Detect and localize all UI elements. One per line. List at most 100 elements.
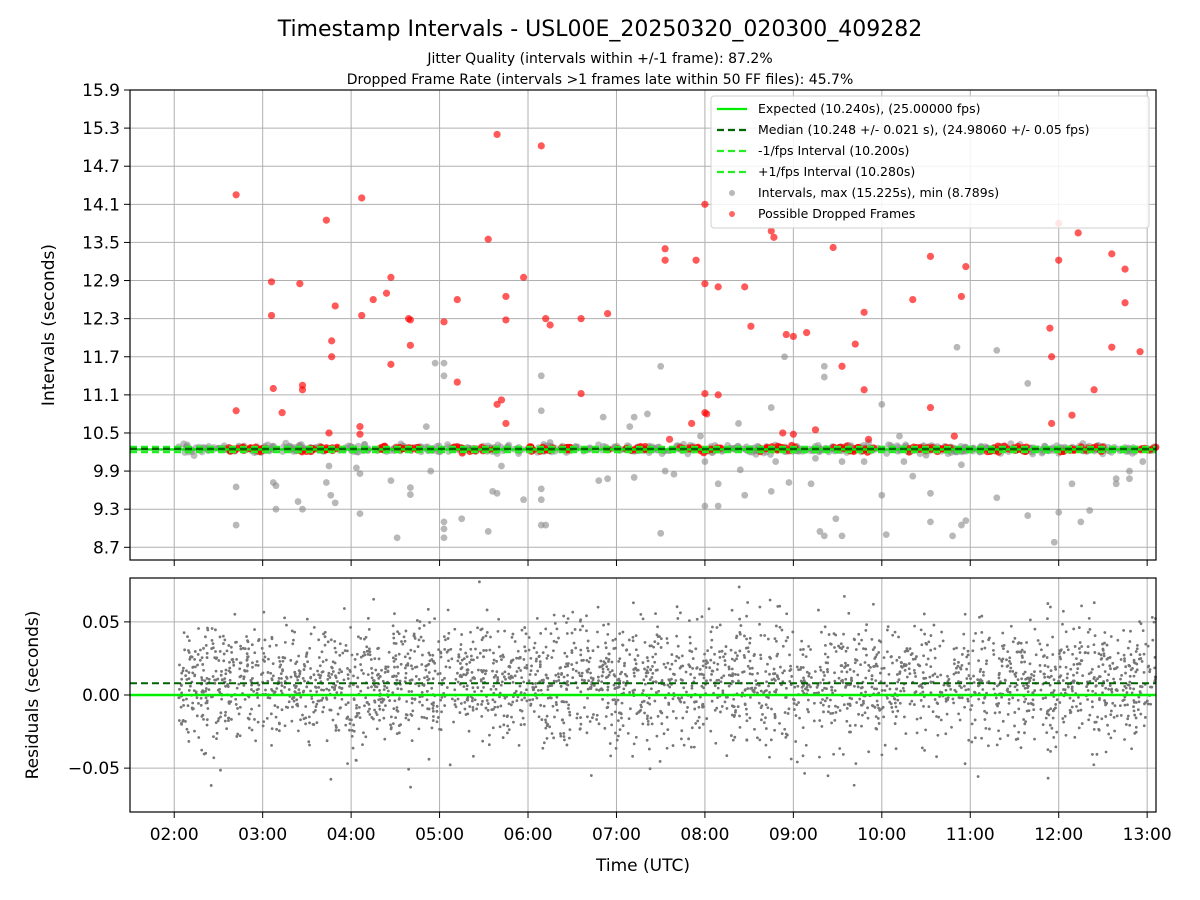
residual-point [1101,684,1104,687]
residual-point [246,655,250,659]
residual-point [899,664,903,668]
residual-point [666,683,670,687]
residual-point [378,707,382,711]
residual-point [329,638,333,642]
residual-point [609,754,613,758]
residual-point [502,714,506,718]
residual-point [314,708,317,712]
residual-point [591,649,595,653]
residual-point [432,715,435,718]
residual-point [702,659,705,663]
x-tick-label: 10:00 [857,825,906,845]
residual-point [435,720,439,724]
residual-point [607,660,610,663]
residual-point [875,699,879,703]
residual-point [623,664,626,668]
residual-point [1001,719,1005,723]
residual-point [394,642,398,645]
residual-point [555,679,558,683]
residual-point [522,658,526,661]
residual-point [834,633,838,637]
residual-point [965,677,969,680]
residual-point [981,688,985,691]
residual-point [871,602,875,606]
residual-point [179,705,183,709]
residual-point [180,677,184,681]
dropped-frame-point [829,243,837,252]
residual-point [280,708,284,712]
residual-point [1109,713,1113,717]
residual-point [334,674,337,678]
residual-point [1128,723,1132,727]
residual-point [681,716,685,720]
residual-point [1005,689,1009,692]
residual-point [246,640,250,644]
residual-point [957,660,960,664]
interval-point [927,489,934,497]
residual-point [430,658,434,661]
residual-point [341,651,345,655]
residual-point [955,666,958,670]
residual-point [217,717,221,720]
residual-point [743,688,747,692]
residual-point [749,695,752,699]
y-tick-label: 15.3 [82,119,120,139]
residual-point [277,680,280,683]
residual-point [299,695,303,699]
residual-point [687,737,691,741]
residual-point [688,664,692,668]
residual-point [507,665,511,669]
residual-point [694,647,698,651]
residual-point [465,698,469,702]
residual-point [729,734,733,737]
residual-point [375,713,379,717]
residual-point [1140,685,1144,689]
residual-point [356,676,360,680]
residual-point [1045,731,1049,735]
residual-point [396,671,400,675]
residual-point [1101,642,1104,646]
residual-point [844,664,848,668]
residual-point [490,708,494,712]
residual-point [915,717,919,721]
residual-point [888,687,892,691]
residual-point [297,654,301,658]
residual-point [238,667,242,671]
residual-point [314,685,317,689]
residual-point [402,635,406,639]
residual-point [207,677,211,681]
residual-point [537,715,541,719]
residual-point [736,673,740,677]
dropped-frame-point [1136,348,1144,356]
dropped-frame-point [537,142,545,150]
residual-point [1132,705,1135,709]
residual-point [551,649,555,653]
residual-point [200,678,204,682]
residual-point [731,674,734,678]
residual-point [624,683,628,687]
residual-point [838,709,842,712]
residual-point [913,671,917,675]
residual-point [607,657,611,661]
residual-point [807,645,811,648]
residual-point [362,731,365,735]
residual-point [698,695,702,699]
residual-point [1022,718,1026,721]
residual-point [823,699,827,703]
residual-point [239,644,242,648]
residual-point [1146,644,1150,648]
residual-point [1095,752,1099,756]
dropped-frame-point [1074,229,1082,237]
residual-point [291,642,295,646]
residual-point [966,653,970,657]
residual-point [603,726,607,730]
residual-point [256,720,260,724]
residual-point [1028,678,1031,681]
residual-point [346,701,350,705]
residual-point [482,677,485,680]
residual-point [330,685,334,689]
residual-point [1015,688,1019,692]
residual-point [709,658,713,662]
residual-point [529,669,533,673]
residual-point [473,698,477,702]
